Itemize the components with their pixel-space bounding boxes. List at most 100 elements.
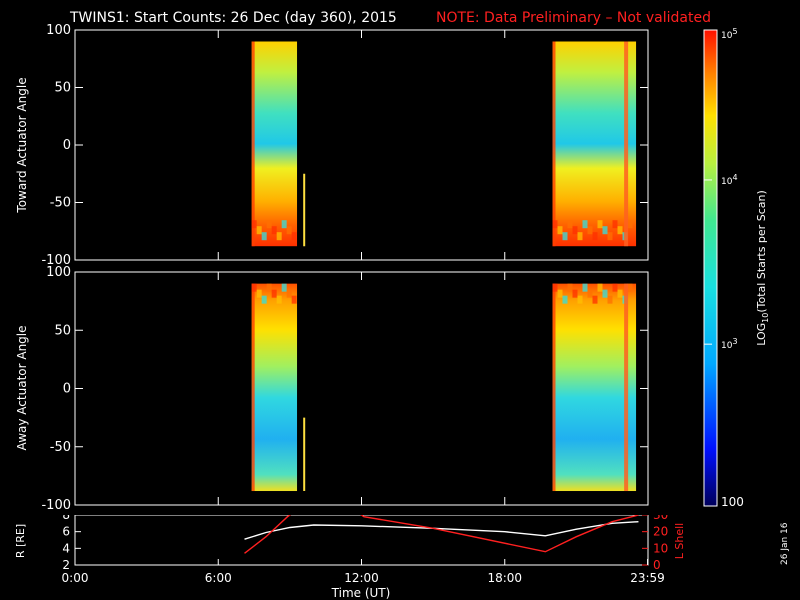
orbit-left-tick-label: 6	[62, 525, 70, 539]
y-tick-label: -100	[41, 498, 71, 513]
heatmap-speckle	[582, 220, 588, 229]
heatmap-speckle	[617, 226, 623, 235]
orbit-x-tick-label: 6:00	[205, 571, 232, 585]
colorbar-label: LOG10(Total Starts per Scan)	[755, 190, 770, 346]
heatmap-speckle	[627, 220, 633, 229]
heatmap-speckle	[602, 226, 608, 235]
heatmap-speckle	[607, 295, 613, 304]
heatmap-speckle	[251, 220, 257, 229]
heatmap-speckle	[562, 232, 568, 241]
heatmap-speckle	[261, 295, 267, 304]
heatmap-speckle	[582, 283, 588, 292]
chart-title: TWINS1: Start Counts: 26 Dec (day 360), …	[69, 10, 397, 26]
heatmap-speckle	[577, 232, 583, 241]
heatmap-edge-streak	[251, 283, 255, 492]
heatmap-speckle	[256, 226, 262, 235]
y-tick-label: 100	[46, 23, 71, 38]
orbit-right-tick-label: 20	[653, 525, 668, 539]
chart-note: NOTE: Data Preliminary – Not validated	[436, 10, 711, 26]
orbit-right-tick-label: 0	[653, 558, 661, 572]
heatmap-block	[251, 41, 298, 247]
heatmap-edge-streak	[552, 41, 556, 247]
toward-heatmap-panel: 100 50 0 -50 -100	[41, 23, 649, 268]
colorbar-tick-label: 100	[721, 495, 744, 509]
colorbar-gradient	[703, 29, 718, 507]
y-tick-label: -50	[50, 196, 71, 211]
colorbar: 105 104 103 100 LOG10(Total Starts per Scan…	[703, 27, 770, 509]
heatmap-edge-streak	[552, 283, 556, 492]
colorbar-tick-label: 104	[721, 173, 738, 187]
y-tick-label: 50	[54, 81, 71, 96]
heatmap-speckle	[602, 289, 608, 298]
heatmap-speckle	[592, 232, 598, 241]
heatmap-speckle	[266, 283, 272, 292]
heatmap-speckle	[256, 289, 262, 298]
heatmap-speckle	[286, 226, 292, 235]
colorbar-tick-label: 103	[721, 337, 738, 351]
y-tick-label: 50	[54, 323, 71, 338]
y-tick-label: 100	[46, 265, 71, 280]
heatmap-speckle	[612, 283, 618, 292]
orbit-ylabel-right: L Shell	[673, 523, 686, 559]
orbit-left-tick-label: 4	[62, 541, 70, 555]
heatmap-speckle	[286, 289, 292, 298]
heatmap-speckle	[266, 220, 272, 229]
heatmap-block	[552, 41, 637, 247]
orbit-ylabel-left: R [RE]	[14, 524, 27, 558]
heatmap-speckle	[281, 283, 287, 292]
heatmap-speckle	[271, 226, 277, 235]
heatmap-speckle	[597, 283, 603, 292]
heatmap-speckle	[617, 289, 623, 298]
heatmap-vertical-streak	[624, 283, 629, 492]
heatmap-speckle	[587, 226, 593, 235]
heatmap-speckle	[587, 289, 593, 298]
heatmap-speckle	[251, 283, 257, 292]
heatmap-speckle	[552, 283, 558, 292]
heatmap-block	[552, 283, 637, 492]
orbit-panel-frame	[74, 515, 649, 566]
heatmap-speckle	[271, 289, 277, 298]
heatmap-speckle	[552, 220, 558, 229]
heatmap-speckle	[261, 232, 267, 241]
orbit-left-tick-label: 8	[62, 508, 70, 522]
heatmap-speckle	[627, 283, 633, 292]
heatmap-speckle	[597, 220, 603, 229]
heatmap-speckle	[607, 232, 613, 241]
orbit-right-tick-label: 30	[653, 508, 668, 522]
heatmap-speckle	[572, 226, 578, 235]
heatmap-speckle	[276, 295, 282, 304]
heatmap-speckle	[577, 295, 583, 304]
orbit-right-tick-label: 10	[653, 541, 668, 555]
orbit-series-lshell	[244, 515, 639, 554]
heatmap-speckle	[567, 283, 573, 292]
orbit-x-tick-label: 18:00	[487, 571, 522, 585]
orbit-xlabel: Time (UT)	[331, 586, 391, 600]
orbit-x-tick-label: 12:00	[344, 571, 379, 585]
heatmap-speckle	[281, 220, 287, 229]
orbit-panel: 8 6 4 2 30 20 10 0 0:00 6:00 12:00 18:00 23:59	[62, 508, 668, 585]
heatmap-speckle	[562, 295, 568, 304]
orbit-x-tick-label: 23:59	[630, 571, 665, 585]
orbit-left-tick-label: 2	[62, 558, 70, 572]
heatmap-speckle	[557, 226, 563, 235]
heatmap-edge-streak	[251, 41, 255, 247]
y-tick-label: 0	[63, 138, 71, 153]
away-ylabel: Away Actuator Angle	[15, 325, 29, 450]
heatmap-speckle	[557, 289, 563, 298]
y-tick-label: -50	[50, 440, 71, 455]
y-tick-label: 0	[63, 382, 71, 397]
away-heatmap-panel: 100 50 0 -50 -100	[41, 265, 649, 513]
y-tick-label: -100	[41, 253, 71, 268]
heatmap-speckle	[572, 289, 578, 298]
heatmap-block	[251, 283, 298, 492]
toward-ylabel: Toward Actuator Angle	[15, 77, 29, 213]
heatmap-speckle	[612, 220, 618, 229]
heatmap-speckle	[276, 232, 282, 241]
side-date-stamp: 26 Jan 16	[780, 522, 790, 565]
colorbar-ticks: 105 104 103 100	[704, 27, 744, 509]
heatmap-speckle	[567, 220, 573, 229]
heatmap-speckle	[291, 232, 297, 241]
heatmap-speckle	[291, 295, 297, 304]
colorbar-tick-label: 105	[721, 27, 738, 41]
